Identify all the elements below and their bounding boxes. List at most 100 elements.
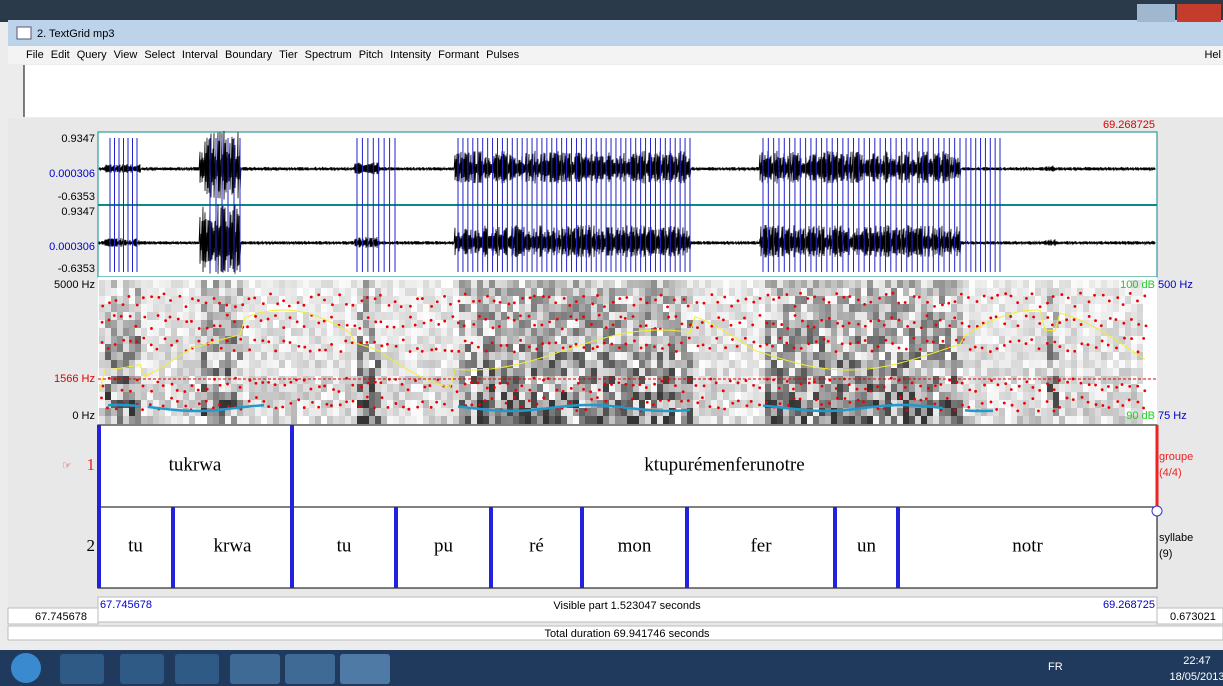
formant-dot: [632, 315, 635, 318]
spectrogram-cell: [633, 376, 639, 384]
media-icon[interactable]: [175, 654, 219, 684]
praat-icon[interactable]: [340, 654, 390, 684]
spectrogram-cell: [1059, 384, 1065, 392]
spectrogram-cell: [1011, 320, 1017, 328]
spectrogram-cell: [1101, 280, 1107, 288]
menu-item[interactable]: Spectrum: [305, 49, 352, 61]
formant-dot: [1137, 350, 1140, 353]
spectrogram-cell: [105, 384, 111, 392]
menu-item[interactable]: Tier: [279, 49, 298, 61]
spectrogram-cell: [861, 392, 867, 400]
formant-dot: [780, 323, 783, 326]
spectrogram-cell: [1137, 392, 1143, 400]
spectrogram-cell: [765, 368, 771, 376]
menu-item[interactable]: Interval: [182, 49, 218, 61]
minimize-button[interactable]: [1137, 4, 1175, 22]
explorer-icon[interactable]: [230, 654, 280, 684]
spectrogram-cell: [333, 400, 339, 408]
spectrogram-cell: [387, 296, 393, 304]
formant-dot: [129, 340, 132, 343]
spectrogram-cell: [243, 376, 249, 384]
formant-dot: [687, 305, 690, 308]
formant-dot: [366, 341, 369, 344]
spectrogram-cell: [669, 280, 675, 288]
spectrogram-cell: [981, 280, 987, 288]
spectrogram-cell: [141, 320, 147, 328]
spectrogram-cell: [249, 416, 255, 424]
spectrogram-cell: [1119, 416, 1125, 424]
menu-item[interactable]: Pitch: [359, 49, 383, 61]
menu-item[interactable]: Query: [77, 49, 107, 61]
spectrogram-cell: [1017, 360, 1023, 368]
spectrogram-cell: [1113, 376, 1119, 384]
menu-item[interactable]: Pulses: [486, 49, 519, 61]
spectrogram-cell: [801, 376, 807, 384]
spectrogram-cell: [105, 280, 111, 288]
help-menu[interactable]: Hel: [1204, 49, 1221, 61]
spectrogram-cell: [201, 352, 207, 360]
word-icon[interactable]: [285, 654, 335, 684]
spectrogram-cell: [723, 280, 729, 288]
spectrogram-cell: [357, 280, 363, 288]
boundary-handle[interactable]: [1152, 506, 1162, 516]
spectrogram-cell: [963, 416, 969, 424]
menu-item[interactable]: View: [114, 49, 138, 61]
firefox-icon[interactable]: [120, 654, 164, 684]
spectrogram-cell: [825, 304, 831, 312]
menu-item[interactable]: Edit: [51, 49, 70, 61]
spectrogram-cell: [1137, 304, 1143, 312]
spectrogram-cell: [201, 392, 207, 400]
spectrogram-cell: [219, 288, 225, 296]
formant-dot: [926, 340, 929, 343]
formant-dot: [758, 403, 761, 406]
menu-item[interactable]: Intensity: [390, 49, 431, 61]
spectrogram-cell: [435, 416, 441, 424]
menu-item[interactable]: File: [26, 49, 44, 61]
spectrogram-cell: [357, 376, 363, 384]
spectrogram-cell: [591, 312, 597, 320]
formant-dot: [1130, 318, 1133, 321]
close-button[interactable]: [1177, 4, 1221, 22]
spectrogram-cell: [135, 336, 141, 344]
spectrogram-cell: [411, 400, 417, 408]
spectrogram-cell: [123, 384, 129, 392]
formant-dot: [745, 298, 748, 301]
spectrogram-cell: [963, 288, 969, 296]
spectrogram-cell: [177, 320, 183, 328]
formant-dot: [645, 344, 648, 347]
spectrogram-cell: [519, 376, 525, 384]
start-button[interactable]: [11, 653, 41, 683]
spectrogram-cell: [717, 376, 723, 384]
formant-dot: [297, 398, 300, 401]
menu-item[interactable]: Boundary: [225, 49, 272, 61]
spectrogram-cell: [1059, 416, 1065, 424]
spectrogram-cell: [471, 344, 477, 352]
spectrogram-cell: [585, 344, 591, 352]
spectrogram-cell: [621, 352, 627, 360]
spectrogram-cell: [117, 296, 123, 304]
formant-dot: [162, 404, 165, 407]
spectrogram-cell: [951, 304, 957, 312]
spectrogram-cell: [561, 288, 567, 296]
spectrogram-cell: [1101, 296, 1107, 304]
spectrogram-cell: [333, 368, 339, 376]
formant-dot: [913, 321, 916, 324]
spectrogram-cell: [807, 352, 813, 360]
menu-item[interactable]: Formant: [438, 49, 479, 61]
spectrogram-cell: [177, 328, 183, 336]
formant-dot: [967, 406, 970, 409]
spectrogram-cell: [465, 344, 471, 352]
spectrogram-cell: [447, 336, 453, 344]
spectrogram-cell: [867, 328, 873, 336]
spectrogram-cell: [1071, 320, 1077, 328]
spectrogram-cell: [1089, 352, 1095, 360]
spectrogram-cell: [387, 328, 393, 336]
formant-dot: [303, 406, 306, 409]
spectrogram-cell: [651, 360, 657, 368]
spectrogram-cell: [909, 384, 915, 392]
menu-item[interactable]: Select: [144, 49, 175, 61]
ie-icon[interactable]: [60, 654, 104, 684]
spectrogram-cell: [939, 336, 945, 344]
spectrogram-cell: [315, 416, 321, 424]
formant-dot: [702, 343, 705, 346]
